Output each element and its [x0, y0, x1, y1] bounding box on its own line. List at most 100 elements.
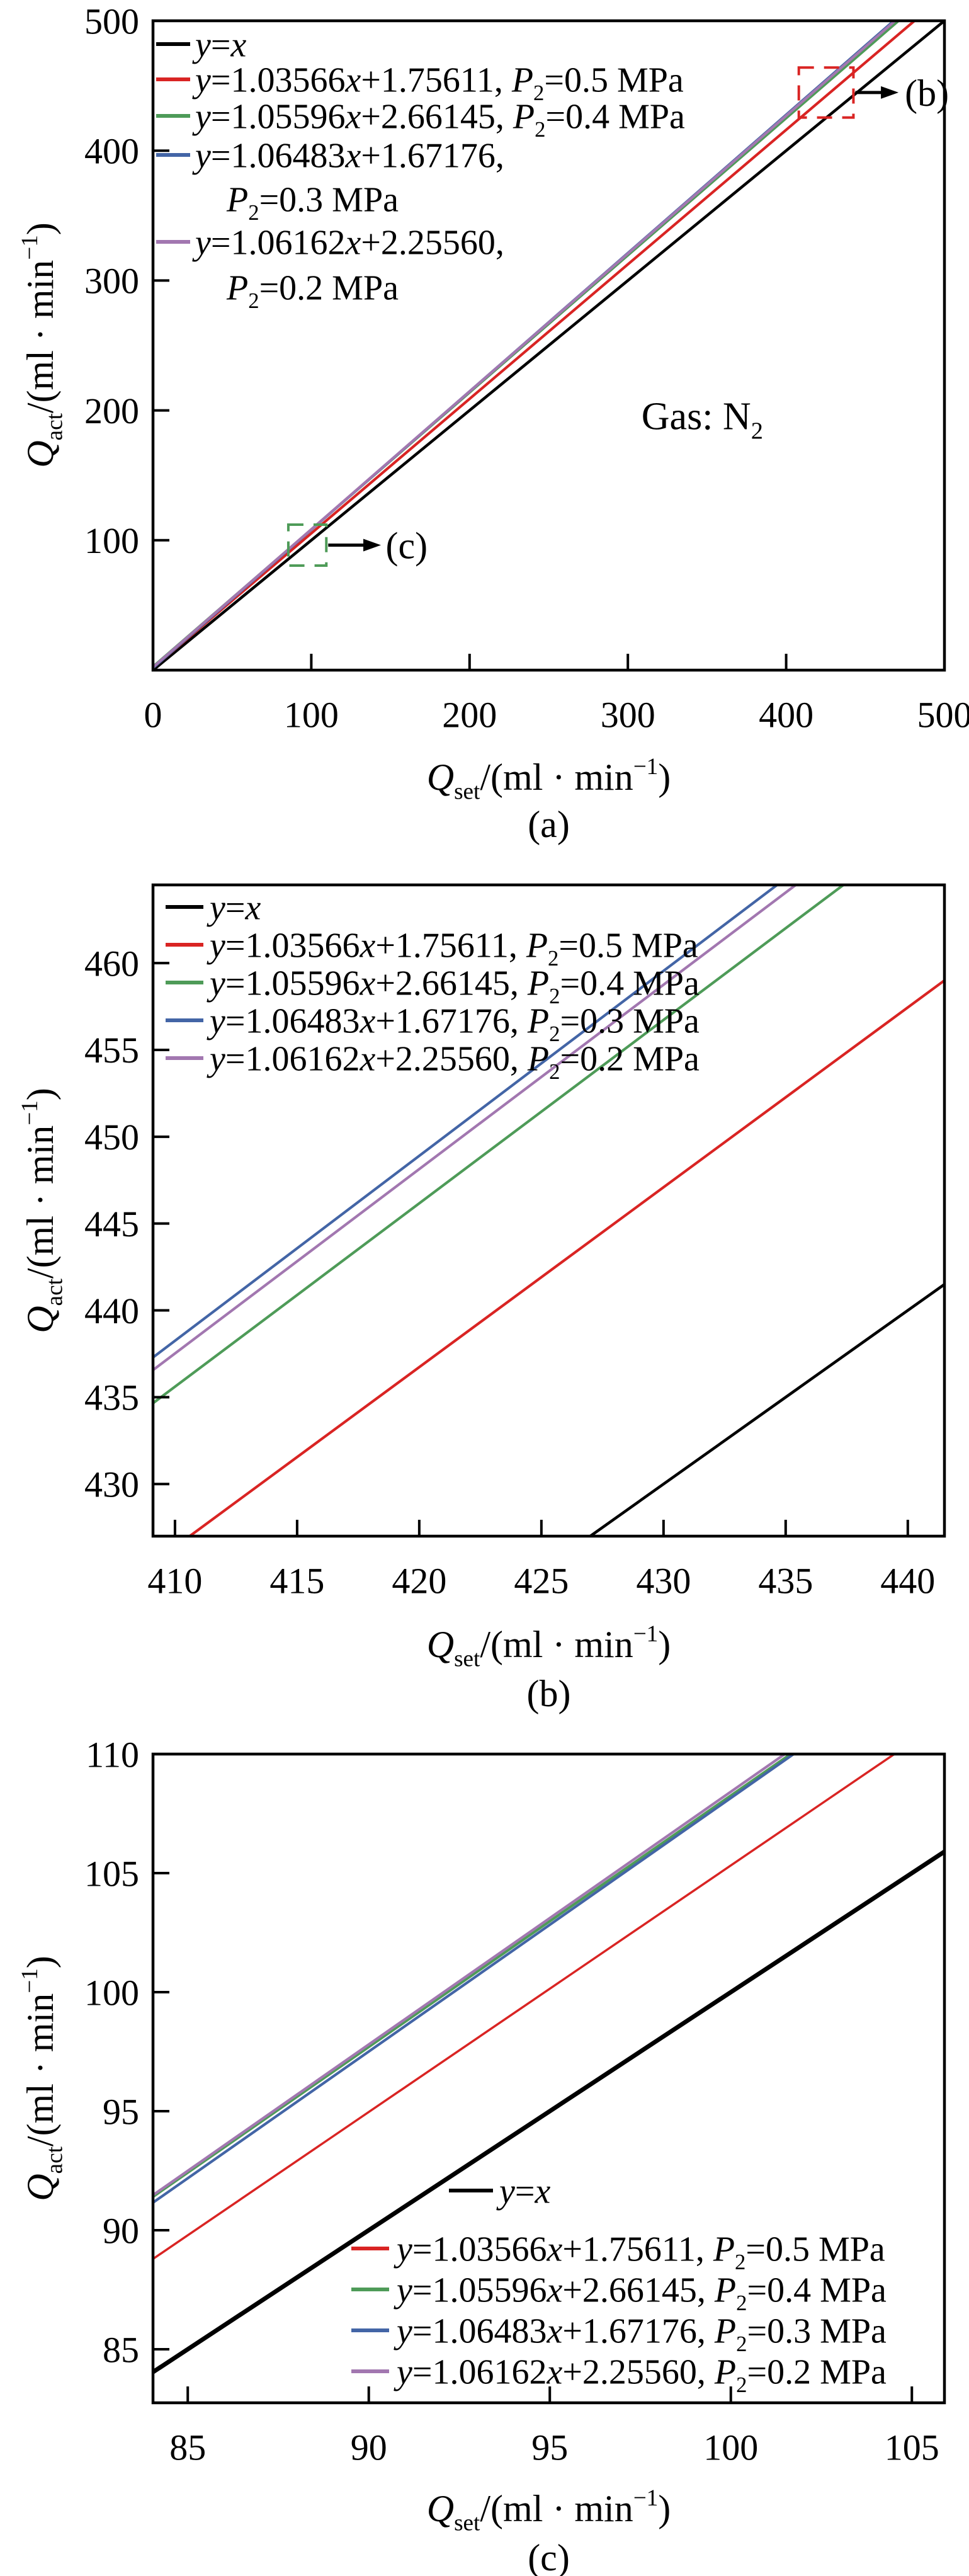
x-tick-label: 500: [917, 694, 969, 735]
axes-box: [151, 19, 946, 672]
panel-label: (c): [528, 2537, 570, 2576]
legend-entry: y=1.03566x+1.75611, P2=0.5 MPa: [156, 61, 684, 105]
legend-entry: y=1.03566x+1.75611, P2=0.5 MPa: [351, 2230, 885, 2274]
y-axis-label: Qact/(ml · min−1): [17, 1088, 68, 1333]
x-tick-label: 105: [885, 2427, 939, 2468]
legend-entry: y=1.05596x+2.66145, P2=0.4 MPa: [351, 2271, 887, 2315]
legend-entry: y=x: [166, 889, 261, 928]
panel-label: (b): [527, 1673, 571, 1714]
legend-label: y=1.05596x+2.66145, P2=0.4 MPa: [394, 2271, 887, 2315]
legend-entry: P2=0.3 MPa: [226, 181, 399, 225]
series-line-p2-0.3-mpa: [153, 1754, 796, 2204]
series-line-p2-0.2-mpa: [153, 1754, 788, 2196]
legend-entry: y=1.06162x+2.25560,: [156, 224, 504, 263]
x-axis-label: Qset/(ml · min−1): [427, 754, 671, 805]
gas-annotation: Gas: N2: [642, 396, 763, 445]
legend-label: y=x: [192, 26, 246, 65]
legend-entry: y=1.06483x+1.67176, P2=0.3 MPa: [166, 1002, 700, 1046]
series-line-y-x: [587, 1283, 944, 1536]
legend-label: y=1.03566x+1.75611, P2=0.5 MPa: [207, 926, 698, 971]
y-tick-label: 110: [86, 1734, 139, 1775]
zoom-target-label: (c): [386, 525, 428, 567]
x-tick-label: 430: [636, 1560, 691, 1601]
y-tick-label: 90: [103, 2210, 139, 2251]
x-tick-label: 410: [147, 1560, 202, 1601]
legend-label: P2=0.2 MPa: [226, 269, 399, 313]
legend-label: y=1.06162x+2.25560, P2=0.2 MPa: [394, 2353, 887, 2397]
x-tick-label: 100: [703, 2427, 758, 2468]
legend-label: y=1.06483x+1.67176,: [192, 137, 504, 176]
legend-entry: y=1.06162x+2.25560, P2=0.2 MPa: [166, 1040, 700, 1084]
y-axis-label: Qact/(ml · min−1): [17, 1956, 68, 2201]
legend-label: y=1.03566x+1.75611, P2=0.5 MPa: [394, 2230, 885, 2274]
zoom-arrow-head: [881, 86, 899, 99]
series-line-p2-0.3-mpa: [153, 885, 779, 1359]
series-line-p2-0.5-mpa: [153, 21, 917, 669]
series-line-y-x: [153, 1850, 944, 2374]
zoom-arrow-head: [363, 539, 382, 552]
y-tick-label: 300: [84, 261, 139, 302]
legend-entry: P2=0.2 MPa: [226, 269, 399, 313]
series-line-p2-0.4-mpa: [153, 1754, 793, 2198]
legend-label: y=1.05596x+2.66145, P2=0.4 MPa: [207, 964, 700, 1008]
y-tick-label: 445: [84, 1204, 139, 1245]
y-tick-label: 450: [84, 1117, 139, 1158]
y-tick-label: 400: [84, 131, 139, 172]
legend-label: y=x: [496, 2172, 550, 2211]
x-tick-label: 0: [144, 694, 162, 735]
x-axis-label: Qset/(ml · min−1): [427, 1621, 671, 1672]
y-tick-label: 85: [103, 2329, 139, 2370]
y-tick-label: 430: [84, 1464, 139, 1505]
y-tick-label: 500: [84, 1, 139, 42]
legend-entry: y=1.05596x+2.66145, P2=0.4 MPa: [156, 98, 685, 142]
series-line-p2-0.4-mpa: [153, 885, 846, 1405]
legend-label: P2=0.3 MPa: [226, 181, 399, 225]
series-line-p2-0.5-mpa: [187, 979, 944, 1536]
legend-label: y=1.06483x+1.67176, P2=0.3 MPa: [394, 2312, 887, 2356]
x-tick-label: 95: [531, 2427, 568, 2468]
y-tick-label: 200: [84, 390, 139, 431]
legend-label: y=1.06483x+1.67176, P2=0.3 MPa: [207, 1002, 700, 1046]
legend-entry: y=1.06483x+1.67176, P2=0.3 MPa: [351, 2312, 887, 2356]
zoom-target-label: (b): [905, 72, 949, 114]
axes-box: [151, 883, 946, 1538]
legend-entry: y=1.06162x+2.25560, P2=0.2 MPa: [351, 2353, 887, 2397]
y-tick-label: 455: [84, 1030, 139, 1071]
x-tick-label: 90: [351, 2427, 387, 2468]
y-axis-label: Qact/(ml · min−1): [17, 222, 68, 468]
legend-label: y=1.06162x+2.25560, P2=0.2 MPa: [207, 1040, 700, 1084]
x-tick-label: 200: [442, 694, 497, 735]
zoom-box-b: [797, 66, 855, 119]
series-line-p2-0.2-mpa: [153, 885, 798, 1371]
legend-label: y=1.06162x+2.25560,: [192, 224, 504, 263]
series-line-p2-0.5-mpa: [153, 1754, 897, 2260]
y-tick-label: 100: [84, 520, 139, 561]
legend-label: y=1.05596x+2.66145, P2=0.4 MPa: [192, 98, 685, 142]
y-tick-label: 460: [84, 943, 139, 984]
x-tick-label: 420: [392, 1560, 446, 1601]
legend-entry: y=1.05596x+2.66145, P2=0.4 MPa: [166, 964, 700, 1008]
y-tick-label: 95: [103, 2091, 139, 2132]
x-tick-label: 100: [284, 694, 339, 735]
legend-label: y=1.03566x+1.75611, P2=0.5 MPa: [192, 61, 684, 105]
y-tick-label: 105: [84, 1853, 139, 1894]
x-axis-label: Qset/(ml · min−1): [427, 2485, 671, 2536]
x-tick-label: 440: [880, 1560, 935, 1601]
zoom-box-c: [286, 523, 328, 567]
chart-a: 0 100 200 300 400 500 100 200 300 400 500 y=xy=1.03…: [17, 1, 969, 845]
legend-entry: y=x: [449, 2172, 550, 2211]
x-tick-label: 415: [269, 1560, 324, 1601]
x-tick-label: 435: [758, 1560, 813, 1601]
legend-entry: y=1.06483x+1.67176,: [156, 137, 504, 176]
y-tick-label: 100: [84, 1972, 139, 2013]
x-tick-label: 85: [169, 2427, 206, 2468]
legend-entry: y=x: [156, 26, 246, 65]
x-tick-label: 300: [601, 694, 655, 735]
x-tick-label: 400: [759, 694, 813, 735]
chart-c: 85 90 95 100 105 85 90 95 100 105 110 y=x y=1.03566x…: [17, 1734, 946, 2576]
legend-entry: y=1.03566x+1.75611, P2=0.5 MPa: [166, 926, 698, 971]
series-line-p2-0.2-mpa: [153, 21, 897, 668]
y-tick-label: 440: [84, 1291, 139, 1331]
